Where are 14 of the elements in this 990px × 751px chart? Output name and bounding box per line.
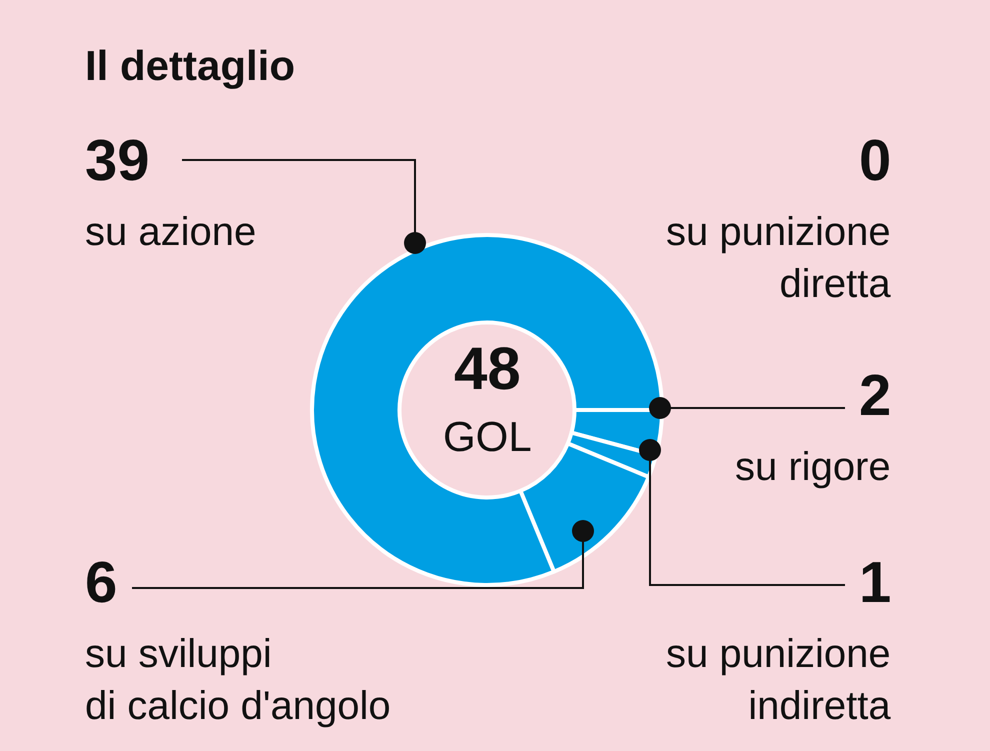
- data-label: 1: [859, 550, 892, 615]
- slice-label: su punizione indiretta: [666, 632, 892, 728]
- slice-label: su azione: [85, 210, 256, 254]
- slice-label: su rigore: [735, 445, 891, 489]
- category-label: su punizione diretta: [666, 210, 891, 306]
- chart-title: Il dettaglio: [85, 42, 295, 89]
- data-label: 2: [859, 363, 892, 428]
- data-label: 6: [85, 550, 118, 615]
- data-label: 39: [85, 128, 150, 193]
- donut-slice: [310, 233, 664, 587]
- text: 0: [859, 128, 892, 193]
- slice-label: su sviluppi di calcio d'angolo: [85, 632, 391, 728]
- text: 48: [454, 335, 521, 402]
- text: GOL: [443, 413, 532, 460]
